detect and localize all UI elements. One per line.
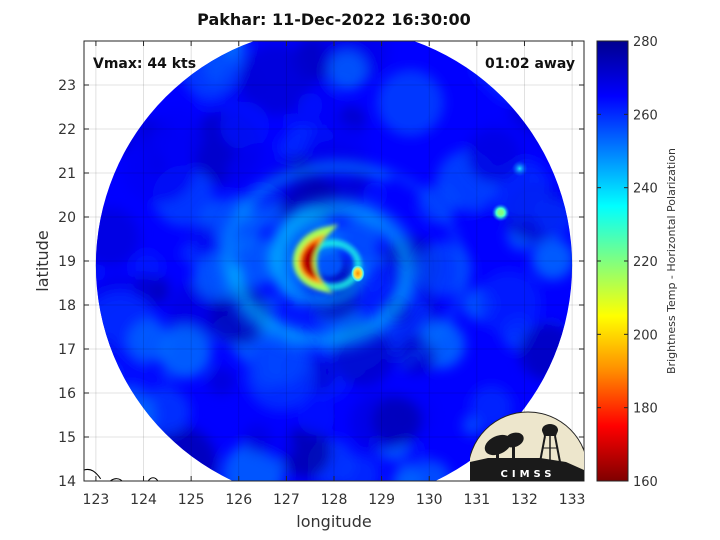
grid-lines (84, 41, 584, 482)
spiral-bands (217, 159, 465, 370)
vmax-annotation: Vmax: 44 kts (93, 56, 196, 72)
x-tick-label: 123 (83, 492, 110, 508)
x-axis-label: longitude (296, 512, 371, 531)
x-tick-label: 130 (416, 492, 443, 508)
colorbar-tick-label: 180 (633, 402, 658, 417)
x-tick-label: 132 (511, 492, 538, 508)
x-tick-label: 124 (130, 492, 157, 508)
colorbar-tick-label: 160 (633, 475, 658, 490)
x-tick-label: 127 (273, 492, 300, 508)
feature-layer (217, 159, 528, 370)
y-tick-label: 22 (58, 122, 76, 138)
y-tick-label: 21 (58, 166, 76, 182)
coastline-segment (109, 478, 123, 481)
y-tick-label: 17 (58, 342, 76, 358)
x-tick-label: 133 (559, 492, 586, 508)
y-tick-label: 16 (58, 386, 76, 402)
y-tick-label: 20 (58, 210, 76, 226)
x-tick-label: 131 (463, 492, 490, 508)
x-tick-label: 129 (368, 492, 395, 508)
y-tick-label: 19 (58, 254, 76, 270)
colorbar-tick-label: 240 (633, 182, 658, 197)
eye (318, 254, 343, 276)
spiral-band-tail (350, 264, 365, 283)
colorbar-label: Brightness Temp - Horizontal Polarizatio… (665, 148, 678, 374)
logo-text: CIMSS (501, 469, 556, 480)
chart-title: Pakhar: 11-Dec-2022 16:30:00 (197, 10, 471, 29)
x-ticks: 123 124 125 126 127 128 129 130 131 132 133 (83, 41, 586, 508)
colorbar-tick-label: 200 (633, 328, 658, 343)
y-tick-label: 15 (58, 430, 76, 446)
cimss-logo: CIMSS (470, 411, 584, 481)
colorbar-tick-label: 280 (633, 35, 658, 50)
coastline (84, 468, 159, 481)
eyewall-core (293, 224, 339, 294)
colorbar-tick-label: 220 (633, 255, 658, 270)
y-ticks: 14 15 16 17 18 19 20 21 22 23 (58, 78, 584, 490)
colorbar-ticks: 160 180 200 220 240 260 280 (597, 35, 658, 490)
y-tick-label: 18 (58, 298, 76, 314)
y-tick-label: 14 (58, 474, 76, 490)
x-tick-label: 126 (225, 492, 252, 508)
coastline-segment (147, 477, 159, 481)
colorbar (596, 40, 629, 482)
y-axis-label: latitude (33, 230, 52, 291)
x-tick-label: 125 (178, 492, 205, 508)
y-tick-label: 23 (58, 78, 76, 94)
colorbar-tick-label: 260 (633, 108, 658, 123)
coastline-segment (84, 468, 102, 480)
x-tick-label: 128 (321, 492, 348, 508)
time-away-annotation: 01:02 away (485, 56, 575, 72)
convection-far-northeast (511, 160, 528, 177)
